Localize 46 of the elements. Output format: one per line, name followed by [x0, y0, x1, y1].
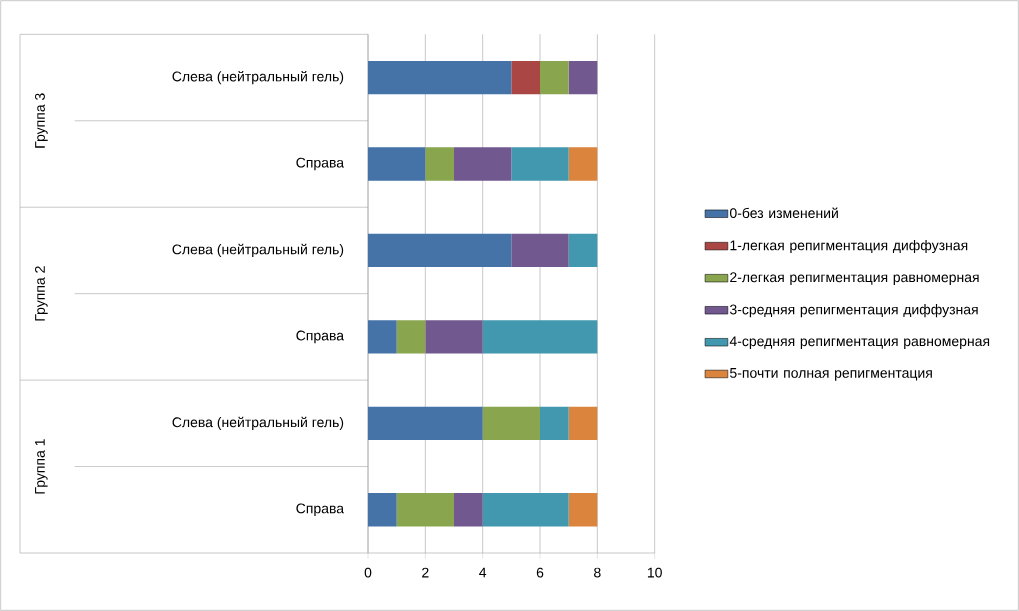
bar — [368, 406, 483, 440]
text: Группа 3 — [35, 93, 48, 148]
bar — [368, 320, 397, 354]
bar — [511, 233, 569, 268]
bar — [368, 233, 512, 268]
legend-label: 2-легкая репигментация равномерная — [730, 272, 979, 285]
bar — [396, 493, 455, 527]
bar — [482, 406, 540, 440]
bar — [396, 320, 426, 354]
x-tick-label: 8 — [594, 567, 601, 578]
bar — [568, 406, 598, 440]
y-tick-label: Слева (нейтральный гель) — [172, 243, 344, 258]
bar — [568, 233, 598, 268]
bar — [368, 147, 426, 181]
bar — [568, 147, 598, 181]
x-tick-label: 0 — [364, 567, 372, 578]
bar — [454, 147, 512, 181]
bar — [368, 60, 512, 95]
bar — [540, 60, 569, 95]
bar — [425, 147, 455, 181]
bar — [568, 493, 598, 527]
legend-label: 0-без изменений — [729, 207, 838, 219]
bar — [511, 60, 540, 95]
text: Группа 1 — [35, 439, 48, 494]
y-tick-label: Слева (нейтральный гель) — [172, 416, 344, 430]
x-tick-label: 10 — [647, 567, 662, 578]
bar — [454, 493, 483, 527]
y-tick-label: Справа — [296, 503, 345, 517]
x-tick-label: 6 — [536, 567, 544, 578]
y-tick-label: Слева (нейтральный гель) — [172, 70, 344, 85]
text: Группа 2 — [35, 266, 48, 321]
x-tick-label: 2 — [422, 567, 429, 578]
bar — [568, 60, 598, 95]
bar — [425, 320, 483, 354]
legend-label: 4-средняя репигментация равномерная — [729, 336, 990, 349]
bar — [482, 493, 569, 527]
legend-label: 1-легкая репигментация диффузная — [730, 240, 968, 254]
bar — [482, 320, 598, 354]
legend-label: 3-средняя репигментация диффузная — [729, 304, 978, 318]
y-tick-label: Справа — [296, 157, 345, 171]
bar — [511, 147, 569, 181]
x-tick-label: 4 — [479, 567, 487, 578]
y-tick-label: Справа — [296, 330, 345, 344]
bar — [368, 493, 397, 527]
bar — [540, 406, 569, 440]
legend-label: 5-почти полная репигментация — [730, 368, 932, 381]
